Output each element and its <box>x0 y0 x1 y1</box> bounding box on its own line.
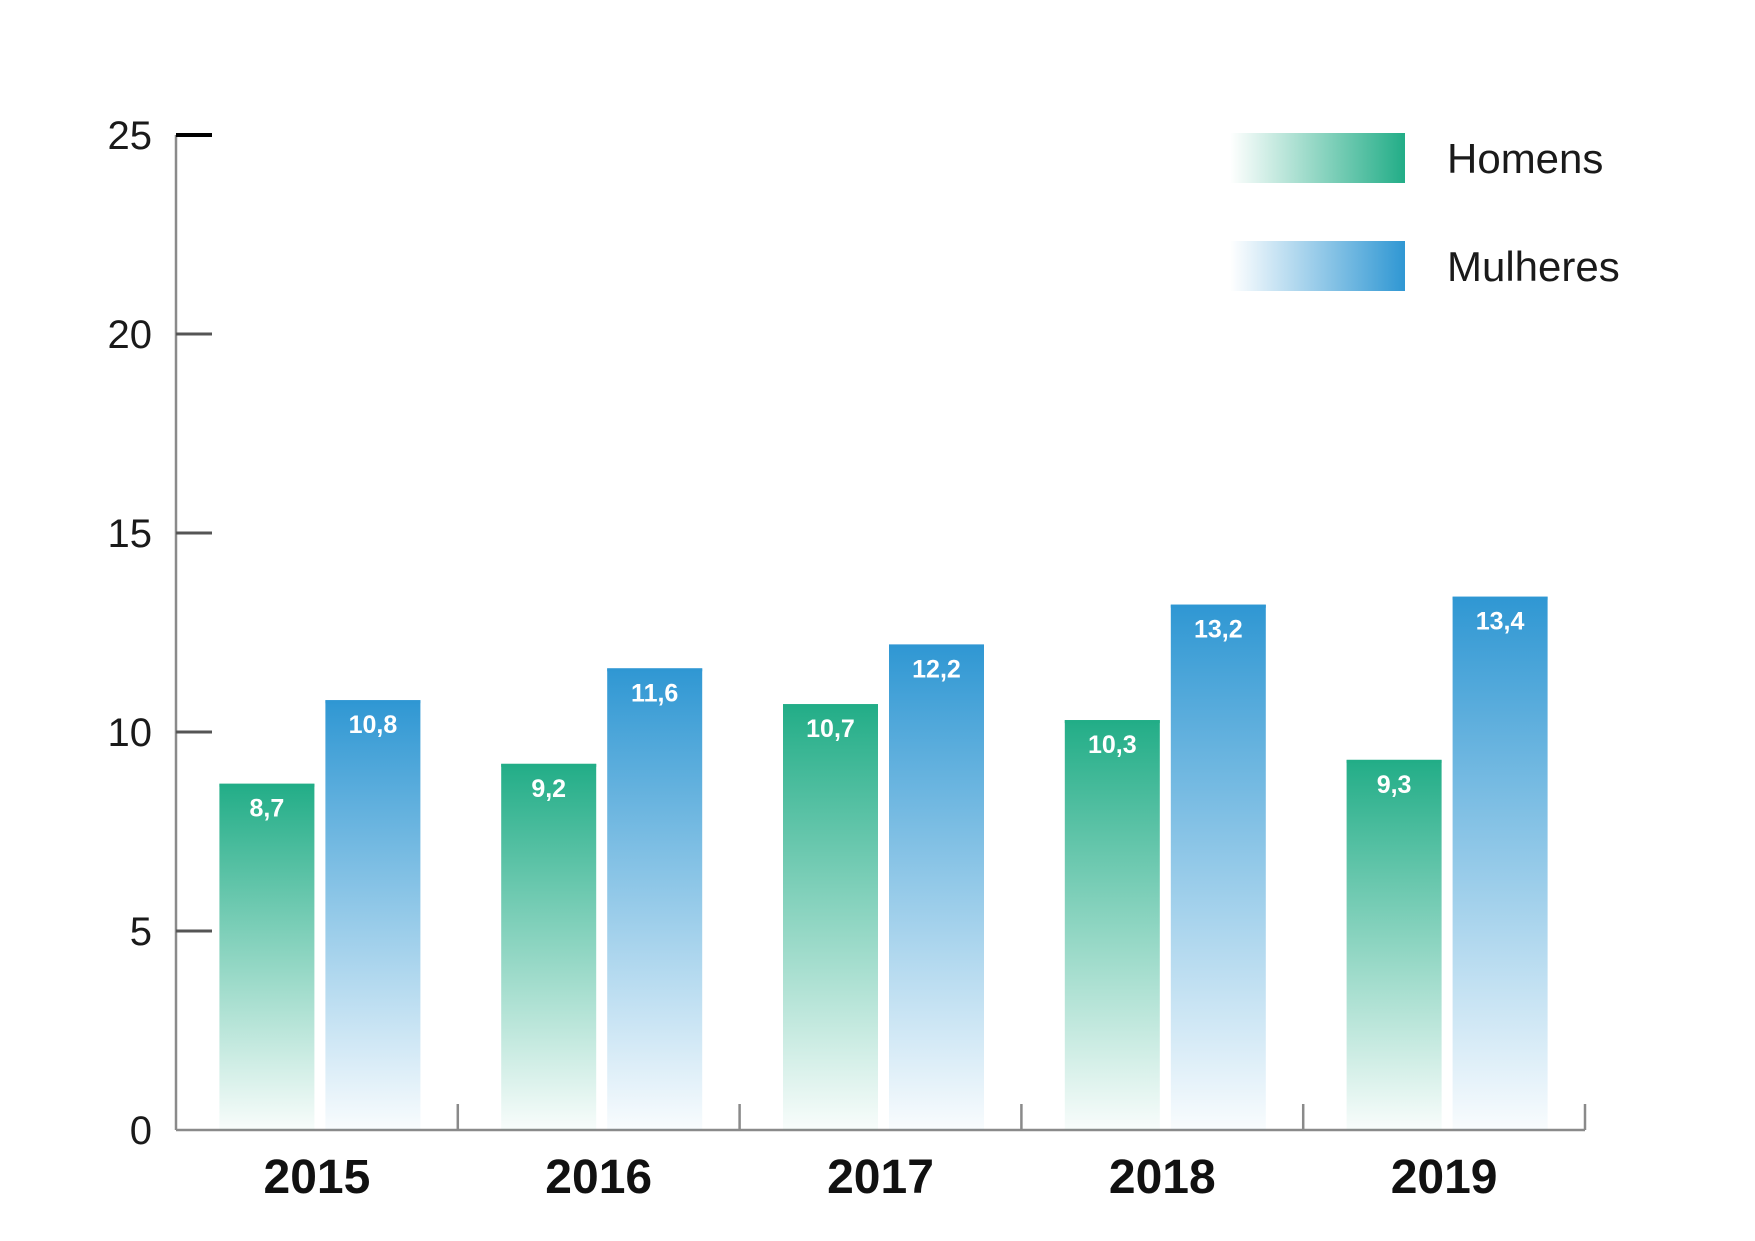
bar-value-label: 11,6 <box>631 679 678 707</box>
legend-label: Homens <box>1447 135 1603 182</box>
bar-value-label: 13,2 <box>1194 616 1243 644</box>
x-category-label: 2019 <box>1391 1151 1498 1204</box>
bar-mulheres-2016 <box>607 668 703 1130</box>
bars: 8,7 10,8 9,2 11,6 10,7 12,2 10,3 13,2 9,3 13,4 <box>219 596 1548 1130</box>
y-tick-label: 10 <box>108 711 153 755</box>
axes: 0 5 10 15 20 25 2015 2016 2017 2018 2019 <box>108 114 1587 1204</box>
bar-mulheres-2018 <box>1170 604 1266 1130</box>
y-tick-label: 15 <box>108 512 153 556</box>
bar-value-label: 12,2 <box>912 655 961 683</box>
bar-homens-2018 <box>1064 720 1160 1130</box>
y-tick-label: 20 <box>108 313 153 357</box>
bar-value-label: 10,3 <box>1088 731 1137 759</box>
bar-top-edge <box>325 700 421 704</box>
x-category-label: 2015 <box>264 1151 371 1204</box>
bar-top-edge <box>607 668 703 672</box>
bar-value-label: 9,2 <box>531 775 566 803</box>
bar-value-label: 13,4 <box>1476 608 1525 636</box>
bar-top-edge <box>219 783 315 787</box>
bar-homens-2019 <box>1346 759 1442 1130</box>
bar-top-edge <box>783 704 878 708</box>
bar-value-label: 9,3 <box>1377 771 1412 799</box>
bar-value-label: 10,8 <box>349 711 398 739</box>
bar-mulheres-2019 <box>1452 596 1548 1130</box>
legend-swatch <box>1230 133 1405 183</box>
bar-homens-2016 <box>501 763 597 1130</box>
bar-top-edge <box>501 763 597 767</box>
x-category-label: 2017 <box>827 1151 934 1204</box>
bar-mulheres-2015 <box>325 700 421 1130</box>
x-category-label: 2018 <box>1109 1151 1216 1204</box>
bar-top-edge <box>889 644 984 648</box>
legend-label: Mulheres <box>1447 243 1620 290</box>
y-tick-label: 25 <box>108 114 153 158</box>
y-tick-label: 0 <box>130 1109 152 1153</box>
bar-top-edge <box>1452 596 1548 600</box>
bar-top-edge <box>1170 604 1266 608</box>
bar-mulheres-2017 <box>889 644 984 1130</box>
y-tick-label: 5 <box>130 910 152 954</box>
legend-swatch <box>1230 241 1405 291</box>
bar-homens-2017 <box>783 704 878 1130</box>
bar-top-edge <box>1346 759 1442 763</box>
legend: Homens Mulheres <box>1230 133 1620 291</box>
bar-homens-2015 <box>219 783 315 1130</box>
bar-value-label: 10,7 <box>806 715 855 743</box>
bar-value-label: 8,7 <box>250 795 285 823</box>
bar-top-edge <box>1064 720 1160 724</box>
x-category-label: 2016 <box>545 1151 652 1204</box>
